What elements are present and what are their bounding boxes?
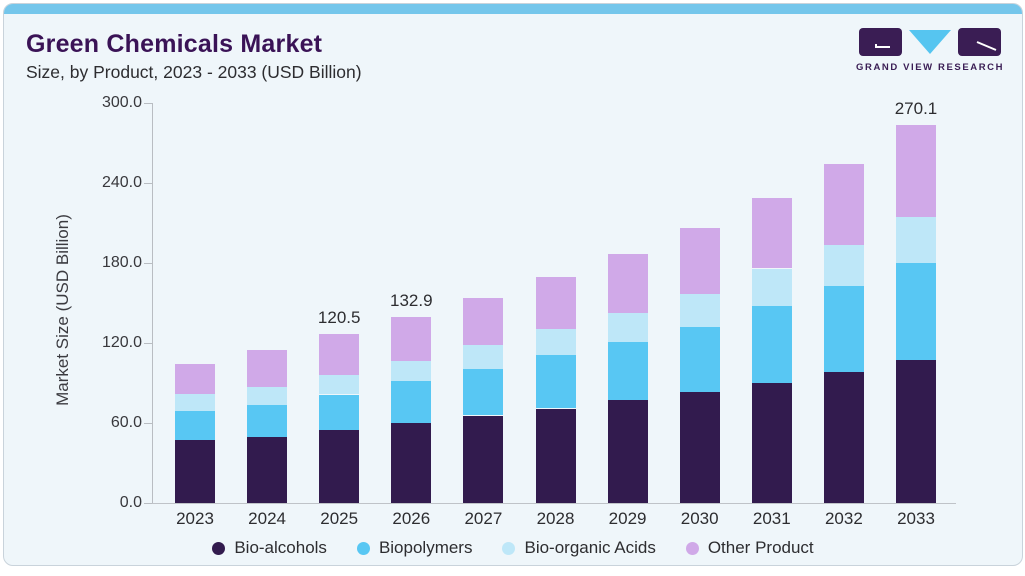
bar-segment-2031-bio-alcohols — [751, 382, 792, 503]
logo-v-icon — [909, 30, 951, 54]
legend-dot — [685, 541, 699, 555]
y-tick-label: 60.0 — [110, 414, 142, 431]
bar-segment-2025-other-product — [319, 334, 360, 376]
bar-segment-2024-other-product — [247, 349, 288, 387]
top-accent-bar — [4, 4, 1022, 14]
page-title: Green Chemicals Market — [26, 30, 323, 58]
x-tick-label-2033: 2033 — [897, 509, 935, 528]
bar-segment-2024-bio-organic-acids — [247, 386, 288, 405]
gvr-logo-text: GRAND VIEW RESEARCH — [856, 62, 1005, 73]
bar-segment-2024-biopolymers — [247, 405, 288, 437]
legend-label: Bio-organic Acids — [524, 538, 656, 557]
chart-card: Green Chemicals Market Size, by Product,… — [3, 3, 1023, 566]
x-tick-label-2030: 2030 — [680, 509, 719, 528]
bar-segment-2030-bio-alcohols — [679, 391, 720, 503]
legend-item-bio-organic-acids: Bio-organic Acids — [502, 538, 656, 558]
bar-segment-2026-other-product — [391, 316, 432, 362]
page-subtitle: Size, by Product, 2023 - 2033 (USD Billi… — [26, 62, 362, 82]
legend-label: Bio-alcohols — [234, 538, 327, 557]
bar-segment-2028-other-product — [535, 276, 576, 330]
x-tick-label-2025: 2025 — [320, 509, 359, 528]
bar-total-label-2026: 132.9 — [390, 290, 433, 310]
y-tick-label: 240.0 — [101, 174, 142, 191]
legend-dot — [356, 541, 370, 555]
bar-total-label-2033: 270.1 — [894, 98, 938, 118]
gvr-logo-icon — [859, 28, 1001, 56]
bar-segment-2032-other-product — [823, 164, 864, 245]
bar-segment-2025-bio-organic-acids — [319, 375, 360, 395]
x-tick-label-2024: 2024 — [248, 509, 286, 528]
bar-segment-2029-other-product — [607, 253, 648, 314]
y-axis-line — [152, 103, 153, 503]
bar-segment-2030-other-product — [679, 227, 720, 294]
y-tick-label: 300.0 — [101, 94, 142, 111]
bar-segment-2026-bio-organic-acids — [391, 361, 432, 382]
bar-segment-2032-biopolymers — [823, 286, 864, 373]
bar-segment-2028-biopolymers — [535, 355, 576, 409]
legend: Bio-alcohols Biopolymers Bio-organic Acids… — [4, 538, 1022, 558]
bar-segment-2031-other-product — [751, 197, 792, 269]
bar-segment-2023-biopolymers — [175, 411, 215, 440]
bar-segment-2030-bio-organic-acids — [679, 293, 720, 327]
bar-segment-2023-bio-alcohols — [175, 440, 215, 503]
bar-segment-2028-bio-alcohols — [535, 408, 576, 503]
bar-segment-2023-bio-organic-acids — [175, 394, 215, 412]
bar-segment-2028-bio-organic-acids — [535, 329, 576, 356]
bar-segment-2032-bio-alcohols — [823, 372, 864, 503]
gvr-logo: GRAND VIEW RESEARCH — [856, 26, 1005, 73]
bar-segment-2033-bio-alcohols — [896, 360, 936, 503]
x-axis-line — [144, 503, 956, 504]
y-tick-label: 120.0 — [101, 334, 142, 351]
y-tick-mark — [144, 183, 152, 184]
y-tick-label: 0.0 — [119, 494, 142, 511]
bar-segment-2030-biopolymers — [679, 326, 720, 392]
y-tick-mark — [144, 103, 152, 104]
legend-item-bio-alcohols: Bio-alcohols — [212, 538, 327, 558]
bar-segment-2029-bio-alcohols — [607, 400, 648, 503]
bar-segment-2027-other-product — [463, 297, 504, 345]
y-tick-label: 180.0 — [101, 254, 142, 271]
x-tick-label-2029: 2029 — [608, 509, 647, 528]
bar-segment-2024-bio-alcohols — [247, 436, 288, 503]
y-tick-mark — [144, 263, 152, 264]
bar-segment-2033-other-product — [896, 124, 936, 218]
bar-segment-2029-bio-organic-acids — [607, 313, 648, 342]
bar-segment-2031-bio-organic-acids — [751, 268, 792, 307]
y-axis-title: Market Size (USD Billion) — [53, 214, 72, 406]
logo-g-block — [859, 28, 902, 56]
legend-dot — [502, 541, 516, 555]
x-tick-label-2028: 2028 — [536, 509, 575, 528]
legend-label: Biopolymers — [378, 538, 473, 557]
y-tick-mark — [144, 423, 152, 424]
x-tick-label-2027: 2027 — [464, 509, 503, 528]
x-tick-label-2032: 2032 — [824, 509, 863, 528]
y-tick-mark — [144, 343, 152, 344]
x-tick-label-2031: 2031 — [752, 509, 791, 528]
bar-segment-2025-biopolymers — [319, 394, 360, 431]
bar-segment-2032-bio-organic-acids — [823, 244, 864, 286]
x-tick-label-2023: 2023 — [176, 509, 214, 528]
bar-segment-2025-bio-alcohols — [319, 430, 360, 503]
bar-segment-2027-bio-alcohols — [463, 415, 504, 503]
bar-segment-2026-bio-alcohols — [391, 423, 432, 503]
bar-segment-2031-biopolymers — [751, 306, 792, 383]
bar-segment-2027-biopolymers — [463, 369, 504, 416]
bar-segment-2023-other-product — [175, 364, 215, 395]
bar-segment-2026-biopolymers — [391, 381, 432, 424]
legend-item-other-product: Other Product — [685, 538, 814, 558]
bar-total-label-2025: 120.5 — [317, 308, 361, 328]
legend-label: Other Product — [707, 538, 814, 557]
bar-segment-2027-bio-organic-acids — [463, 344, 504, 370]
y-tick-mark — [144, 503, 152, 504]
x-tick-label-2026: 2026 — [392, 509, 431, 528]
bar-segment-2029-biopolymers — [607, 342, 648, 401]
bar-segment-2033-biopolymers — [896, 262, 936, 361]
legend-item-biopolymers: Biopolymers — [356, 538, 473, 558]
bar-segment-2033-bio-organic-acids — [896, 217, 936, 263]
legend-dot — [212, 541, 226, 555]
